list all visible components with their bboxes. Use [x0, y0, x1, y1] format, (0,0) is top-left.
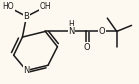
- Text: H: H: [69, 20, 75, 29]
- Text: N: N: [68, 27, 75, 36]
- Text: OH: OH: [39, 2, 51, 11]
- Text: N: N: [23, 66, 30, 75]
- Text: O: O: [83, 43, 90, 52]
- Text: O: O: [99, 27, 105, 36]
- Text: B: B: [23, 12, 29, 21]
- Text: HO: HO: [3, 2, 14, 11]
